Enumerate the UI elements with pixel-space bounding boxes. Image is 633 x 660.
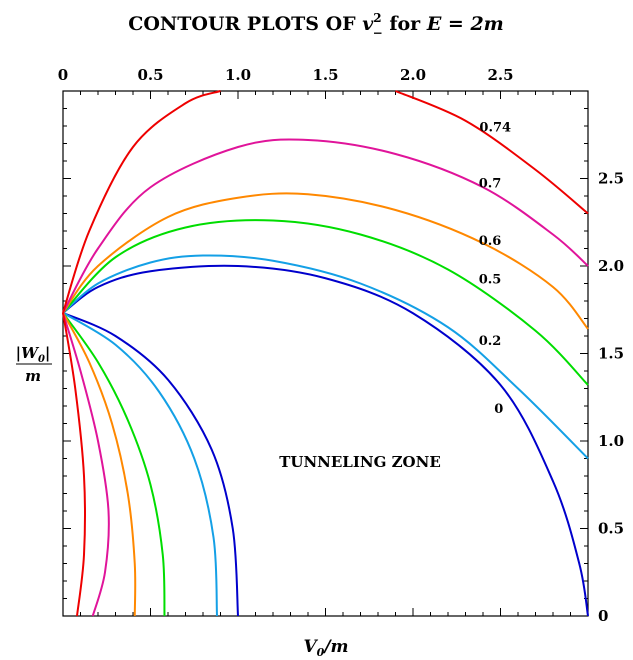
- contour-line-0-2-upper: [62, 254, 589, 460]
- y-tick-label: 1.5: [598, 345, 624, 363]
- svg-text:m: m: [25, 367, 41, 385]
- contour-line-0-7-upper: [62, 138, 589, 314]
- y-tick-label: 2.0: [598, 257, 624, 275]
- contour-label-0: 0: [494, 402, 503, 417]
- contour-label-0-2: 0.2: [479, 334, 502, 349]
- contour-line-0-6-lower: [62, 312, 137, 617]
- contour-label-0-7: 0.7: [479, 176, 502, 191]
- contour-label-0-6: 0.6: [479, 234, 502, 249]
- contour-line-0-upper: [62, 264, 589, 617]
- y-tick-label: 0.5: [598, 520, 624, 538]
- x-tick-label: 0.5: [137, 66, 163, 84]
- axis-tick-labels: 0 0.5 1.0 1.5 2.0 2.5 0 0.5 1.0 1.5 2.0 2.5: [58, 66, 624, 625]
- contour-line-0-7-lower: [62, 312, 110, 617]
- y-tick-label: 1.0: [598, 432, 624, 450]
- contour-label-0-5: 0.5: [479, 273, 502, 288]
- contour-line-0-74-lower: [62, 312, 86, 617]
- contour-label-0-74: 0.74: [479, 120, 511, 135]
- contour-line-0-74-upper: [62, 90, 221, 314]
- contour-labels: 0 0.2 0.5 0.6 0.7 0.74: [479, 120, 511, 417]
- x-tick-label: 2.0: [400, 66, 426, 84]
- contour-line-0-6-upper: [62, 192, 589, 330]
- x-axis-label: V0/m: [303, 637, 348, 659]
- tunneling-zone-label: TUNNELING ZONE: [279, 453, 441, 471]
- x-tick-label: 1.5: [312, 66, 338, 84]
- chart-title: CONTOUR PLOTS OF v2− for E = 2m: [128, 11, 504, 40]
- contour-line-0-74-upper2: [395, 90, 589, 215]
- x-tick-label: 2.5: [487, 66, 513, 84]
- contour-line-0-lower: [62, 311, 239, 617]
- x-tick-label: 1.0: [225, 66, 251, 84]
- svg-text:|W0|: |W0|: [16, 344, 51, 365]
- y-tick-label: 2.5: [598, 170, 624, 188]
- y-tick-label: 0: [598, 607, 608, 625]
- contour-line-0-2-lower: [62, 312, 218, 617]
- contour-line-0-5-lower: [62, 312, 166, 617]
- contour-line-0-5-upper: [62, 219, 589, 386]
- x-tick-label: 0: [58, 66, 68, 84]
- y-axis-label: |W0| m: [16, 344, 52, 385]
- contour-curves: [62, 90, 589, 617]
